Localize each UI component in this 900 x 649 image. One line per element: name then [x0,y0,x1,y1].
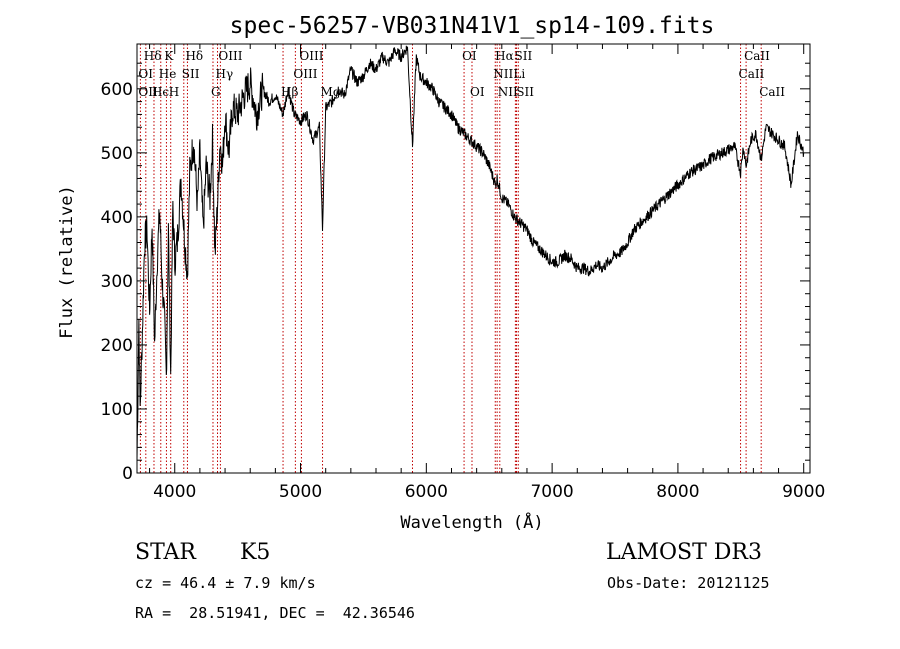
chart-title: spec-56257-VB031N41V1_sp14-109.fits [230,13,715,39]
redshift-velocity: cz = 46.4 ± 7.9 km/s [135,574,316,592]
line-label-g: G [211,85,221,99]
line-label-oiii: OIII [218,49,242,63]
x-tick-label: 9000 [782,482,825,502]
object-class: STAR [135,540,196,565]
line-label-oiii: OIII [299,49,323,63]
y-tick-label: 400 [101,208,133,228]
line-label-li: Li [513,67,525,81]
y-tick-label: 200 [101,336,133,356]
y-tick-label: 100 [101,400,133,420]
x-tick-label: 8000 [656,482,699,502]
line-label-h: H [169,85,179,99]
line-label-caii: CaII [759,85,785,99]
line-label-sii: SII [516,85,534,99]
x-tick-label: 6000 [405,482,448,502]
line-label-hϵ: Hϵ [152,85,169,99]
line-label-oiii: OIII [293,67,317,81]
line-label-oi: OI [462,49,477,63]
x-tick-label: 7000 [530,482,573,502]
line-label-mg: Mg [321,85,341,99]
line-label-hγ: Hγ [216,67,234,81]
y-axis-label: Flux (relative) [57,185,77,339]
coordinates: RA = 28.51941, DEC = 42.36546 [135,604,415,622]
plot-frame [136,43,811,474]
axis-tick-labels: 4000 5000 6000 7000 8000 9000 0 100 200 300 400 500… [101,80,826,502]
line-label-oii: OII [138,85,158,99]
spectral-line-markers [139,44,762,473]
observation-date: Obs-Date: 20121125 [607,574,770,592]
line-label-nii: NII [498,85,518,99]
x-tick-label: 5000 [279,482,322,502]
line-label-hδ: Hδ [185,49,203,63]
line-label-he: He [159,67,177,81]
line-label-hα: Hα [495,49,514,63]
object-subclass: K5 [240,540,271,565]
line-label-oi: OI [470,85,485,99]
y-tick-label: 300 [101,272,133,292]
x-tick-label: 4000 [153,482,196,502]
x-axis-label: Wavelength (Å) [400,511,543,533]
axis-ticks [137,44,810,474]
survey-name: LAMOST DR3 [606,540,762,565]
spectrum-line [136,45,805,461]
line-label-caii: CaII [739,67,765,81]
line-label-sii: SII [515,49,533,63]
line-label-k: K [164,49,174,63]
line-label-nii: NII [493,67,513,81]
line-label-caii: CaII [744,49,770,63]
y-tick-label: 0 [122,464,133,484]
line-label-hβ: Hβ [281,85,298,99]
line-label-hδ: Hδ [144,49,162,63]
y-tick-label: 600 [101,80,133,100]
line-label-sii: SII [182,67,200,81]
y-tick-label: 500 [101,144,133,164]
line-label-oi: OI [138,67,153,81]
